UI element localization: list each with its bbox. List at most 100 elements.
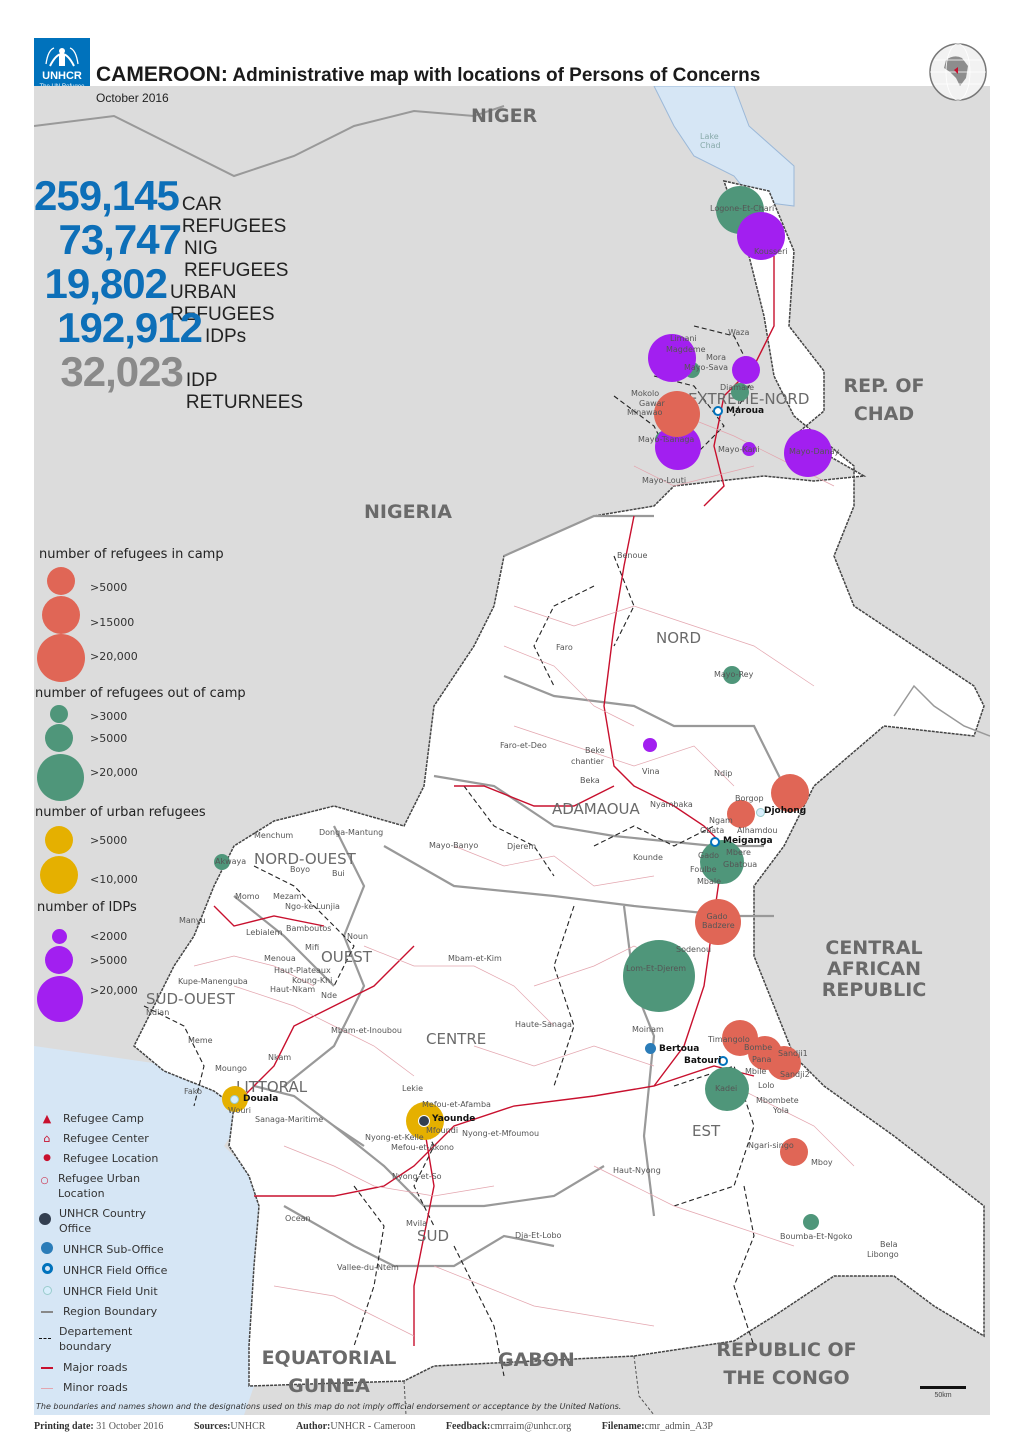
refugee-location-icon: ● xyxy=(43,1153,51,1163)
place-label: Mbombete xyxy=(756,1096,799,1105)
stat-label: CAR REFUGEES xyxy=(181,194,287,237)
place-label: Gbatoua xyxy=(723,860,758,869)
idp-circle-vina[interactable] xyxy=(643,738,657,752)
place-label: Mezam xyxy=(273,892,302,901)
legend-label: Refugee Urban Location xyxy=(58,1172,141,1200)
field-unit-icon-douala[interactable] xyxy=(230,1095,239,1104)
legend-circle-urban-small xyxy=(45,826,73,854)
legend-label: UNHCR Sub-Office xyxy=(63,1243,164,1256)
place-label: Bamboutos xyxy=(286,924,332,933)
region-label-centre: CENTRE xyxy=(426,1030,487,1048)
country-label-chad: REP. OF CHAD xyxy=(843,375,925,425)
place-label: Sodenou xyxy=(676,945,712,954)
field-office-icon-maroua[interactable] xyxy=(713,406,723,416)
camp-circle-ngam[interactable] xyxy=(727,800,755,828)
place-label: Mayo-Banyo xyxy=(429,841,479,850)
legend-title-idps: number of IDPs xyxy=(37,900,137,915)
camp-circle-borgop[interactable] xyxy=(771,774,809,812)
place-label: Gawar xyxy=(639,399,665,408)
region-label-ouest: OUEST xyxy=(321,948,372,966)
legend-title-out-of-camp: number of refugees out of camp xyxy=(35,686,246,701)
logo-org: UNHCR xyxy=(42,70,82,82)
country-office-icon-yaounde[interactable] xyxy=(418,1115,430,1127)
place-label: Bui xyxy=(332,869,345,878)
place-label: chantier xyxy=(571,757,605,766)
out-of-camp-circle-boumba[interactable] xyxy=(803,1214,819,1230)
place-label: Bombe xyxy=(744,1043,773,1052)
place-label: Meme xyxy=(188,1036,213,1045)
legend-row-field-unit: UNHCR Field Unit xyxy=(39,1284,158,1299)
out-of-camp-circle-akwaya[interactable] xyxy=(214,854,230,870)
out-of-camp-circle-lom-et-djerem[interactable] xyxy=(623,940,695,1012)
place-label: Lom-Et-Djerem xyxy=(626,964,687,973)
legend-row-minor-roads: Minor roads xyxy=(39,1380,128,1395)
idp-circle-diamare[interactable] xyxy=(732,356,760,384)
stat-nig-refugees: 73,747 NIG REFUGEES xyxy=(34,216,310,282)
map-area[interactable]: NIGER REP. OF CHAD NIGERIA CENTRAL AFRIC… xyxy=(34,86,990,1415)
stat-value: 259,145 xyxy=(34,172,180,219)
place-label-douala: Douala xyxy=(243,1094,279,1104)
idp-circle-mayo-sava[interactable] xyxy=(648,334,696,382)
stat-value: 73,747 xyxy=(58,216,181,263)
disclaimer: The boundaries and names shown and the d… xyxy=(36,1402,622,1411)
place-label: Diamare xyxy=(720,383,755,392)
legend-circle-out-small xyxy=(50,705,68,723)
legend-label: Major roads xyxy=(63,1361,128,1374)
idp-circle-kousseri[interactable] xyxy=(737,212,785,260)
place-label: Kupe-Manenguba xyxy=(178,977,248,986)
region-label-sud: SUD xyxy=(417,1227,450,1245)
legend-label: UNHCR Country Office xyxy=(59,1207,147,1235)
camp-circle-ngari-singo[interactable] xyxy=(780,1138,808,1166)
place-label: Mefou-et-Akono xyxy=(391,1143,454,1152)
place-label: Ngo-ke-Lunjia xyxy=(285,902,340,911)
region-label-est: EST xyxy=(692,1122,721,1140)
place-label: Nyong-et-So xyxy=(392,1172,442,1181)
place-label: Limani xyxy=(670,334,697,343)
place-label: Mayo-Kani xyxy=(718,445,760,454)
idp-circle-mayo-danay[interactable] xyxy=(784,429,832,477)
place-label: Mayo-Louti xyxy=(642,476,687,485)
legend-row-sub-office: UNHCR Sub-Office xyxy=(39,1242,164,1258)
country-label-congo: REPUBLIC OF THE CONGO xyxy=(716,1339,857,1389)
out-of-camp-circle-gbatoua[interactable] xyxy=(700,840,744,884)
map-date: October 2016 xyxy=(96,91,169,105)
place-label: Borgop xyxy=(735,794,764,803)
departement-boundaries xyxy=(143,325,755,1377)
unhcr-emblem-icon xyxy=(45,47,79,67)
place-label: Mfoundi xyxy=(426,1126,459,1135)
legend-value: >15000 xyxy=(90,616,135,629)
region-label-adamaoua: ADAMAOUA xyxy=(552,800,640,818)
sub-office-icon-bertoua[interactable] xyxy=(645,1043,656,1054)
place-label: Ngam xyxy=(709,816,733,825)
camp-circle-lolo[interactable] xyxy=(767,1046,801,1080)
legend-label: Refugee Location xyxy=(63,1152,159,1165)
out-of-camp-circle-kadei[interactable] xyxy=(705,1067,749,1111)
place-label: Lolo xyxy=(758,1081,775,1090)
place-label: Sandji1 xyxy=(778,1049,808,1058)
idp-circle-mayo-kani[interactable] xyxy=(742,442,756,456)
refugee-camp-icon: ▲ xyxy=(42,1112,52,1125)
footer: Printing date: 31 October 2016 Sources:U… xyxy=(34,1421,741,1432)
out-of-camp-circle-diamare[interactable] xyxy=(731,383,749,401)
field-office-icon-meiganga[interactable] xyxy=(710,837,720,847)
field-office-icon-batouri[interactable] xyxy=(718,1056,728,1066)
out-of-camp-circle-mayo-rey[interactable] xyxy=(723,666,741,684)
footer-label: Author: xyxy=(295,1421,331,1432)
place-label: Beka xyxy=(580,776,600,785)
stat-value: 32,023 xyxy=(60,348,183,395)
legend-label: Refugee Camp xyxy=(63,1112,144,1125)
legend-row-refugee-urban-location: ○ Refugee Urban Location xyxy=(39,1171,149,1201)
legend-value: >5000 xyxy=(90,732,128,745)
country-label-car: CENTRAL AFRICAN REPUBLIC xyxy=(821,937,927,1001)
legend-value: >5000 xyxy=(90,954,128,967)
place-label: Nyong-et-Mfoumou xyxy=(462,1129,540,1138)
camp-circle-minawao[interactable] xyxy=(654,391,700,437)
legend-value: >20,000 xyxy=(90,766,138,779)
camp-circle-gado[interactable] xyxy=(695,899,741,945)
place-label: Gado Badzere xyxy=(702,912,735,930)
field-unit-icon-djohong[interactable] xyxy=(756,808,765,817)
place-label: Faro-et-Deo xyxy=(500,741,547,750)
place-label: Momo xyxy=(235,892,260,901)
feedback-email-link[interactable]: cmrraim@unhcr.org xyxy=(490,1421,572,1432)
stat-value: 192,912 xyxy=(57,304,203,351)
